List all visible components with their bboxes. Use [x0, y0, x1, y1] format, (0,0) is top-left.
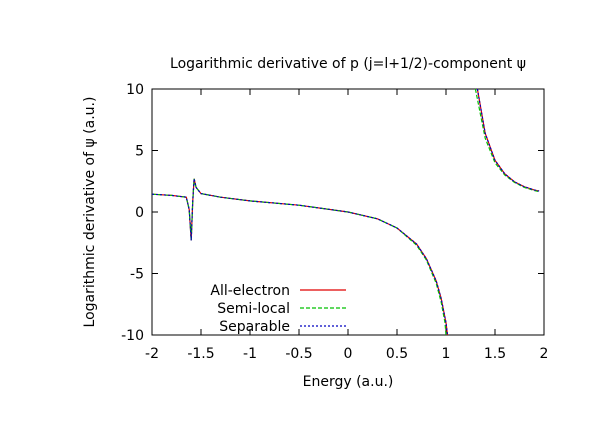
series-line-0 — [151, 178, 449, 336]
x-tick-label: -1 — [243, 346, 257, 362]
x-axis-label: Energy (a.u.) — [303, 374, 394, 390]
x-tick-label: 0.5 — [386, 346, 408, 362]
series-line-0 — [476, 88, 540, 192]
y-tick-label: 10 — [126, 82, 144, 98]
x-tick-label: 0 — [344, 346, 353, 362]
y-tick-label: 5 — [135, 144, 144, 160]
y-axis-label: Logarithmic derivative of ψ (a.u.) — [82, 97, 98, 328]
series-line-1 — [474, 88, 540, 193]
axis-ticks: -2 -1.5 -1 -0.5 0 0.5 1 1.5 2 10 5 0 -5 -10 — [121, 82, 548, 362]
y-tick-label: 0 — [135, 205, 144, 221]
legend-label: Semi-local — [217, 301, 290, 317]
y-tick-label: -10 — [121, 328, 144, 344]
x-tick-label: -0.5 — [285, 346, 312, 362]
x-tick-label: 2 — [540, 346, 549, 362]
series-line-2 — [476, 88, 540, 192]
x-tick-label: 1 — [442, 346, 451, 362]
y-tick-label: -5 — [130, 267, 144, 283]
chart-title: Logarithmic derivative of p (j=l+1/2)-co… — [170, 56, 526, 72]
legend-label: All-electron — [210, 283, 290, 299]
x-tick-label: -2 — [145, 346, 159, 362]
x-tick-label: -1.5 — [187, 346, 214, 362]
series-line-1 — [151, 178, 447, 336]
x-tick-label: 1.5 — [484, 346, 506, 362]
legend: All-electron Semi-local Separable — [210, 283, 346, 335]
series-line-2 — [151, 178, 449, 336]
series-group — [151, 88, 540, 336]
legend-label: Separable — [219, 319, 290, 335]
